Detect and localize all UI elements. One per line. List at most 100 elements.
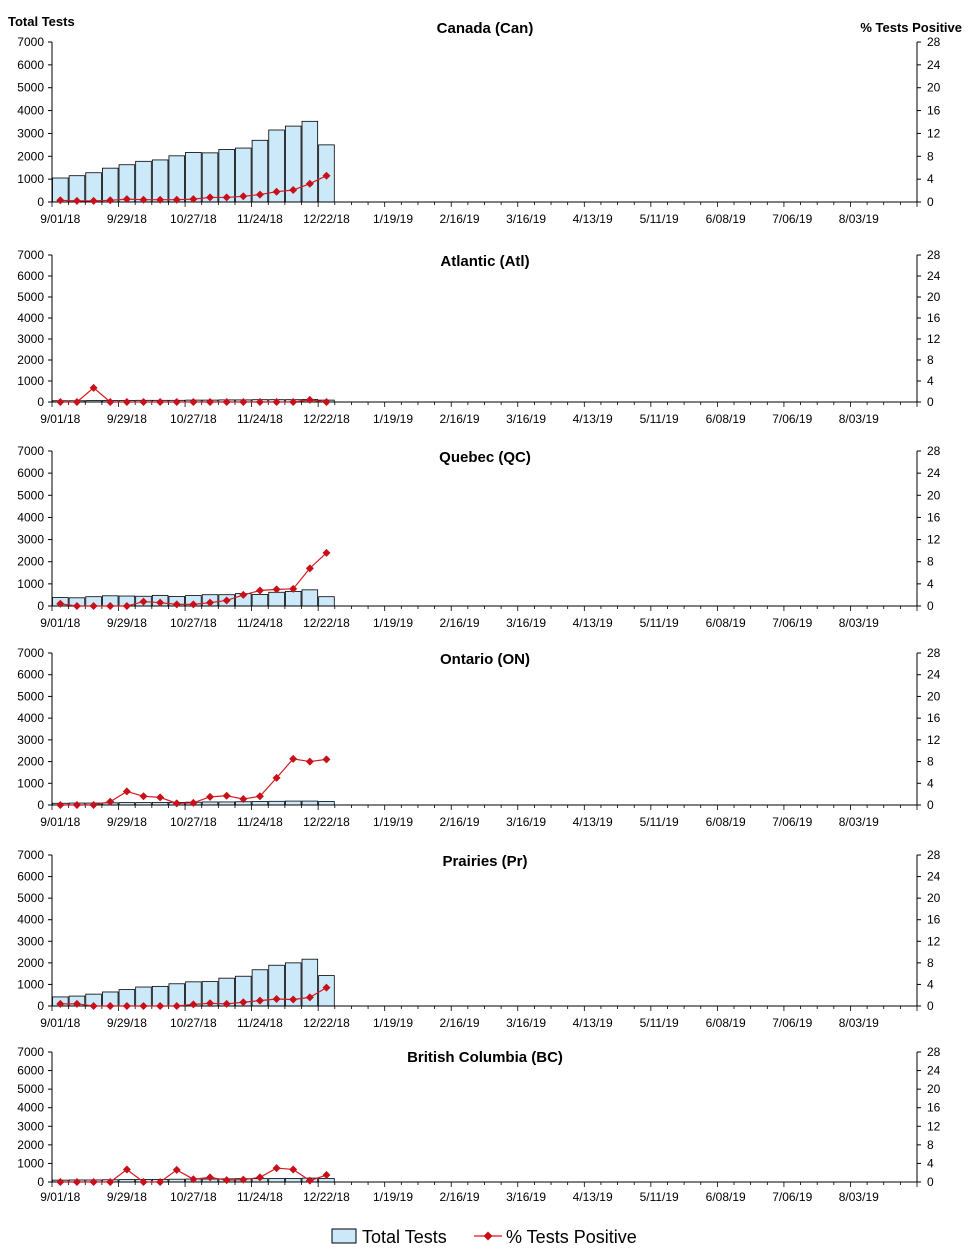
x-tick-label: 12/22/18 bbox=[303, 412, 350, 426]
x-tick-label: 11/24/18 bbox=[237, 212, 283, 226]
left-tick-label: 1000 bbox=[17, 977, 44, 991]
bar-total-tests bbox=[168, 155, 185, 203]
point-pct-positive bbox=[305, 993, 314, 1002]
point-pct-positive bbox=[156, 195, 165, 204]
bar-total-tests bbox=[268, 591, 285, 607]
right-tick-label: 0 bbox=[927, 395, 934, 409]
x-tick-label: 10/27/18 bbox=[170, 616, 217, 630]
point-pct-positive bbox=[239, 998, 248, 1007]
point-pct-positive bbox=[289, 584, 298, 593]
right-tick-label: 28 bbox=[927, 248, 941, 262]
bar-total-tests bbox=[185, 151, 202, 203]
x-tick-label: 7/06/19 bbox=[772, 1016, 812, 1030]
point-pct-positive bbox=[289, 995, 298, 1004]
point-pct-positive bbox=[72, 801, 81, 809]
point-pct-positive bbox=[106, 1178, 115, 1186]
x-tick-label: 2/16/19 bbox=[440, 616, 480, 630]
point-pct-positive bbox=[156, 793, 165, 802]
left-tick-label: 4000 bbox=[17, 1101, 44, 1115]
right-tick-label: 12 bbox=[927, 126, 941, 140]
x-tick-label: 1/19/19 bbox=[373, 815, 413, 829]
point-pct-positive bbox=[89, 1178, 98, 1186]
left-tick-label: 6000 bbox=[17, 466, 44, 480]
right-tick-label: 16 bbox=[927, 1101, 941, 1115]
x-tick-label: 7/06/19 bbox=[772, 616, 812, 630]
right-tick-label: 20 bbox=[927, 488, 941, 502]
left-tick-label: 2000 bbox=[17, 353, 44, 367]
legend-line-label: % Tests Positive bbox=[506, 1227, 637, 1247]
x-tick-label: 1/19/19 bbox=[373, 1016, 413, 1030]
point-pct-positive bbox=[139, 1178, 148, 1186]
point-pct-positive bbox=[322, 755, 331, 764]
point-pct-positive bbox=[206, 1173, 215, 1182]
point-pct-positive bbox=[106, 602, 115, 610]
x-tick-label: 11/24/18 bbox=[237, 815, 283, 829]
right-tick-label: 0 bbox=[927, 798, 934, 812]
left-tick-label: 3000 bbox=[17, 1119, 44, 1133]
panel-title: Atlantic (Atl) bbox=[440, 253, 529, 270]
left-tick-label: 0 bbox=[37, 599, 44, 613]
x-tick-label: 7/06/19 bbox=[772, 815, 812, 829]
right-tick-label: 8 bbox=[927, 555, 934, 569]
bar-total-tests bbox=[251, 801, 269, 806]
left-tick-label: 0 bbox=[37, 1175, 44, 1189]
x-tick-label: 9/01/18 bbox=[40, 815, 80, 829]
point-pct-positive bbox=[156, 398, 165, 406]
x-tick-label: 11/24/18 bbox=[237, 616, 283, 630]
legend-line-marker bbox=[483, 1231, 493, 1241]
right-tick-label: 12 bbox=[927, 332, 941, 346]
left-tick-label: 5000 bbox=[17, 689, 44, 703]
left-tick-label: 0 bbox=[37, 395, 44, 409]
point-pct-positive bbox=[206, 193, 215, 202]
point-pct-positive bbox=[322, 548, 331, 557]
legend-bar-swatch bbox=[331, 1228, 357, 1244]
panel-title: Ontario (ON) bbox=[440, 651, 530, 668]
point-pct-positive bbox=[239, 192, 248, 201]
bar-total-tests bbox=[284, 800, 302, 806]
chart-legend: Total Tests % Tests Positive bbox=[331, 1227, 637, 1247]
point-pct-positive bbox=[206, 398, 215, 406]
left-tick-label: 1000 bbox=[17, 172, 44, 186]
left-tick-label: 3000 bbox=[17, 733, 44, 747]
chart-panel-5: British Columbia (BC) 0 1000 2000 3000 4000 50… bbox=[17, 1045, 940, 1204]
point-pct-positive bbox=[206, 999, 215, 1008]
point-pct-positive bbox=[272, 585, 281, 594]
x-tick-label: 9/29/18 bbox=[107, 412, 147, 426]
point-pct-positive bbox=[139, 792, 148, 801]
x-tick-label: 10/27/18 bbox=[170, 212, 217, 226]
point-pct-positive bbox=[122, 602, 131, 610]
right-tick-label: 4 bbox=[927, 977, 934, 991]
right-tick-label: 12 bbox=[927, 733, 941, 747]
left-tick-label: 5000 bbox=[17, 81, 44, 95]
left-tick-label: 5000 bbox=[17, 891, 44, 905]
left-tick-label: 3000 bbox=[17, 126, 44, 140]
chart-panels: Canada (Can)0100020003000400050006000700… bbox=[17, 20, 940, 1204]
right-tick-label: 0 bbox=[927, 999, 934, 1013]
point-pct-positive bbox=[172, 398, 181, 406]
right-tick-label: 16 bbox=[927, 311, 941, 325]
point-pct-positive bbox=[72, 999, 81, 1008]
point-pct-positive bbox=[322, 398, 331, 406]
x-tick-label: 8/03/19 bbox=[839, 1016, 879, 1030]
x-tick-label: 3/16/19 bbox=[506, 412, 546, 426]
point-pct-positive bbox=[222, 398, 231, 406]
point-pct-positive bbox=[239, 795, 248, 804]
point-pct-positive bbox=[305, 179, 314, 188]
point-pct-positive bbox=[322, 171, 331, 180]
point-pct-positive bbox=[72, 602, 81, 610]
point-pct-positive bbox=[122, 787, 131, 796]
point-pct-positive bbox=[239, 398, 248, 406]
point-pct-positive bbox=[139, 597, 148, 606]
left-tick-label: 0 bbox=[37, 195, 44, 209]
x-tick-label: 5/11/19 bbox=[640, 815, 679, 829]
point-pct-positive bbox=[255, 996, 264, 1005]
point-pct-positive bbox=[122, 398, 131, 406]
point-pct-positive bbox=[72, 398, 81, 406]
x-tick-label: 2/16/19 bbox=[440, 212, 480, 226]
point-pct-positive bbox=[206, 792, 215, 801]
point-pct-positive bbox=[255, 190, 264, 199]
x-tick-label: 9/01/18 bbox=[40, 1190, 80, 1204]
left-tick-label: 3000 bbox=[17, 332, 44, 346]
point-pct-positive bbox=[255, 1173, 264, 1182]
x-tick-label: 9/29/18 bbox=[107, 616, 147, 630]
